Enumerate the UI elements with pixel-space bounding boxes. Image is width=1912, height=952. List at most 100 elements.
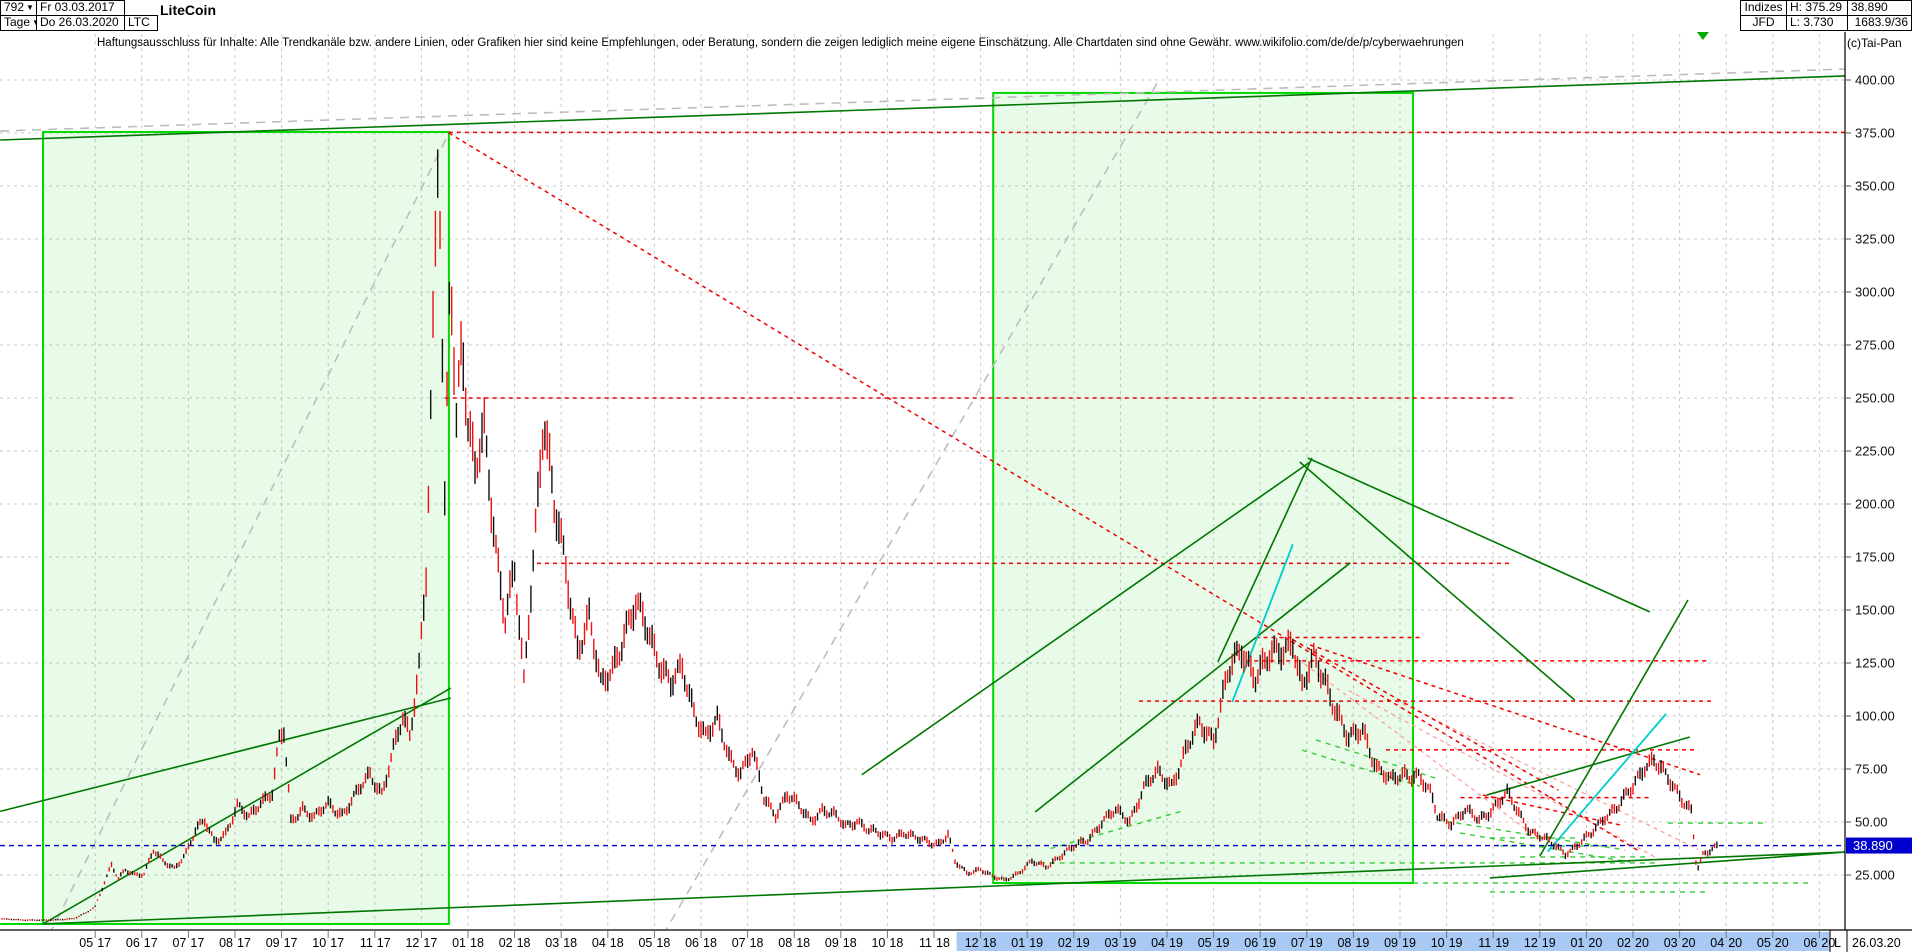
green-trendline-line[interactable] (1489, 851, 1845, 879)
green-trendline-line[interactable] (42, 851, 1845, 925)
svg-text:01: 01 (1570, 936, 1584, 950)
svg-text:18: 18 (983, 936, 997, 950)
gray-trendline-line[interactable] (0, 68, 1847, 132)
svg-text:20: 20 (1821, 936, 1835, 950)
red-trendline[interactable] (448, 132, 1701, 853)
svg-text:17: 17 (330, 936, 344, 950)
green-trendline-line[interactable] (1299, 461, 1576, 701)
svg-text:10: 10 (1431, 936, 1445, 950)
red-trendline-line[interactable] (1482, 794, 1621, 826)
cyan-trendline-line[interactable] (1231, 543, 1294, 703)
green-trendline[interactable] (0, 75, 1845, 925)
chevron-down-icon: ▼ (26, 3, 34, 12)
gray-trendline-line[interactable] (655, 77, 1161, 949)
period-dropdown[interactable]: Tage▼ (0, 15, 37, 31)
svg-text:18: 18 (796, 936, 810, 950)
green-trendline-line[interactable] (1486, 736, 1691, 796)
svg-text:19: 19 (1262, 936, 1276, 950)
green-dashed-level-line[interactable] (1050, 810, 1182, 850)
svg-text:12: 12 (405, 936, 419, 950)
cyan-trendline[interactable] (1231, 543, 1667, 853)
svg-text:17: 17 (97, 936, 111, 950)
svg-text:05: 05 (638, 936, 652, 950)
green-dashed-level-line[interactable] (1315, 739, 1436, 779)
svg-text:19: 19 (1402, 936, 1416, 950)
low-value: L: 3.730 (1786, 15, 1848, 31)
pink-trendline[interactable] (1291, 653, 1699, 861)
green-trendline-line[interactable] (42, 687, 452, 925)
green-dashed-level[interactable] (1039, 739, 1811, 893)
plot-area[interactable] (0, 32, 1847, 949)
volume-info: 1683.9/36 (1847, 15, 1912, 31)
svg-text:03: 03 (1104, 936, 1118, 950)
green-trendline-line[interactable] (0, 75, 1845, 141)
pink-trendline-line[interactable] (1395, 699, 1699, 851)
svg-text:17: 17 (144, 936, 158, 950)
svg-text:18: 18 (656, 936, 670, 950)
corner-date-label: 26.03.20 (1852, 936, 1901, 950)
svg-text:01: 01 (452, 936, 466, 950)
svg-text:19: 19 (1309, 936, 1323, 950)
date-from-field[interactable]: Fr 03.03.2017 (36, 0, 125, 16)
gridlines (0, 34, 1845, 929)
trend-boxes[interactable] (42, 91, 1415, 925)
price-axis: 400.00 375.00 350.00 325.00 300.00 275.00 250.… (1844, 32, 1912, 952)
cyan-trendline-line[interactable] (1547, 713, 1667, 853)
svg-text:18: 18 (703, 936, 717, 950)
green-box[interactable] (42, 130, 450, 925)
svg-text:18: 18 (563, 936, 577, 950)
svg-text:150.00: 150.00 (1855, 603, 1895, 618)
svg-text:11: 11 (919, 936, 932, 950)
gray-trendline-line[interactable] (42, 132, 450, 949)
svg-text:19: 19 (1076, 936, 1090, 950)
svg-text:18: 18 (470, 936, 484, 950)
svg-text:19: 19 (1122, 936, 1136, 950)
red-resistance[interactable] (444, 131, 1848, 799)
svg-text:02: 02 (1617, 936, 1631, 950)
svg-text:05: 05 (1198, 936, 1212, 950)
svg-text:07: 07 (1291, 936, 1305, 950)
svg-text:20: 20 (1728, 936, 1742, 950)
green-trendline-line[interactable] (1217, 457, 1313, 663)
svg-text:17: 17 (377, 936, 391, 950)
date-to-field[interactable]: Do 26.03.2020 (36, 15, 125, 31)
period-value: Tage (4, 15, 31, 29)
high-value: H: 375.29 (1786, 0, 1848, 16)
svg-text:17: 17 (190, 936, 204, 950)
copyright-label: (c)Tai-Pan (1847, 36, 1902, 50)
svg-text:05: 05 (1757, 936, 1771, 950)
svg-text:03: 03 (1664, 936, 1678, 950)
svg-text:400.00: 400.00 (1855, 73, 1895, 88)
green-trendline-line[interactable] (1307, 457, 1651, 613)
green-trendline-line[interactable] (0, 697, 451, 813)
green-dashed-level-line[interactable] (1436, 819, 1626, 851)
svg-text:18: 18 (517, 936, 531, 950)
disclaimer-text: Haftungsausschluss für Inhalte: Alle Tre… (97, 37, 1464, 49)
svg-text:19: 19 (1169, 936, 1183, 950)
svg-text:06: 06 (126, 936, 140, 950)
svg-text:17: 17 (423, 936, 437, 950)
svg-text:02: 02 (499, 936, 513, 950)
green-trendline-line[interactable] (1539, 599, 1689, 857)
svg-text:20: 20 (1635, 936, 1649, 950)
pink-trendline-line[interactable] (1291, 653, 1541, 841)
symbol-field[interactable]: LTC (124, 15, 158, 31)
svg-text:11: 11 (1478, 936, 1491, 950)
green-trendline-line[interactable] (861, 461, 1311, 776)
svg-text:19: 19 (1216, 936, 1230, 950)
red-trendline-line[interactable] (1292, 639, 1559, 791)
svg-text:300.00: 300.00 (1855, 285, 1895, 300)
svg-text:10: 10 (871, 936, 885, 950)
green-trendline-line[interactable] (1034, 562, 1351, 813)
bars-count-dropdown[interactable]: 792 ▼ (0, 0, 37, 16)
price-candles (1, 149, 1718, 922)
svg-text:10: 10 (312, 936, 326, 950)
green-box[interactable] (992, 91, 1415, 885)
gray-trendline[interactable] (0, 68, 1847, 949)
svg-text:12: 12 (965, 936, 979, 950)
pink-trendline-line[interactable] (1348, 689, 1662, 861)
svg-text:19: 19 (1029, 936, 1043, 950)
svg-text:275.00: 275.00 (1855, 338, 1895, 353)
last-bar-marker-icon (1696, 32, 1709, 40)
